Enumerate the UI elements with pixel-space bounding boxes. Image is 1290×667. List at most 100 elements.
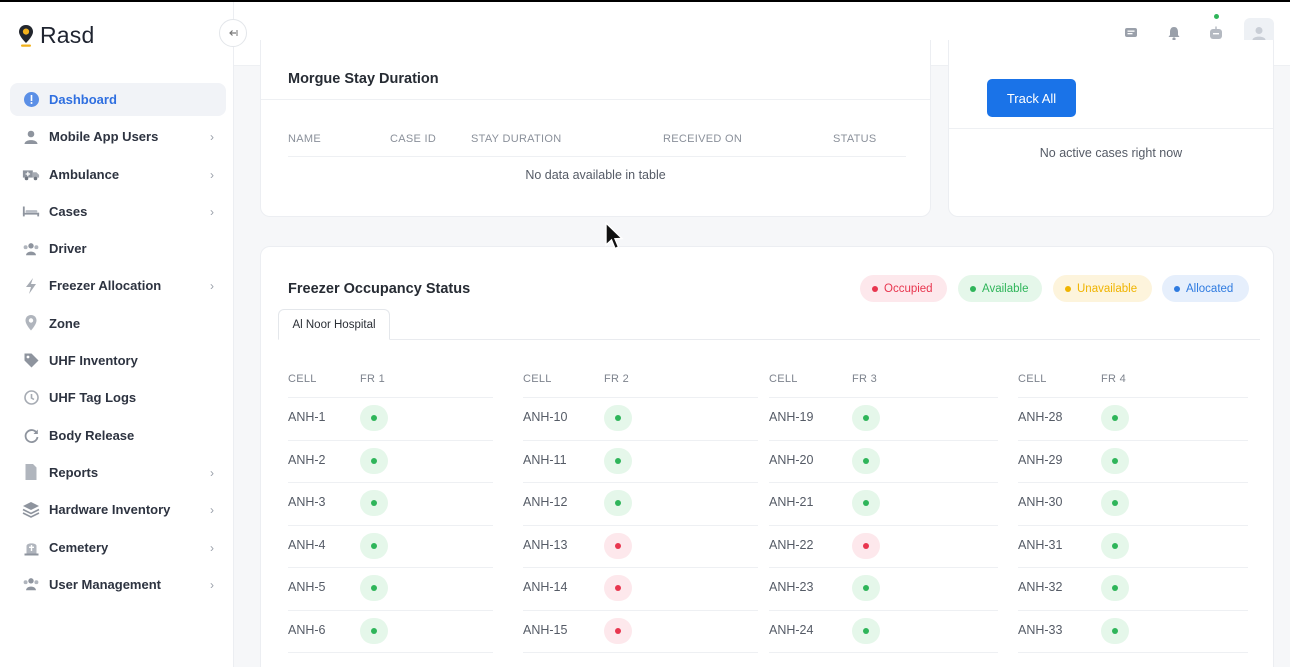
chevron-right-icon: › xyxy=(210,503,214,518)
freezer-status-occupied[interactable] xyxy=(604,532,632,559)
freezer-status-available[interactable] xyxy=(604,447,632,474)
freezer-status-available[interactable] xyxy=(360,575,388,601)
table-header-divider xyxy=(288,156,906,157)
freezer-status-available[interactable] xyxy=(852,490,880,516)
status-dot-icon xyxy=(1112,585,1118,591)
freezer-cell-id: ANH-19 xyxy=(769,410,814,424)
freezer-cell-id: ANH-1 xyxy=(288,410,326,424)
row-divider xyxy=(523,524,758,526)
freezer-status-occupied[interactable] xyxy=(604,575,632,601)
column-header-status[interactable]: STATUS xyxy=(833,133,877,145)
driver-icon xyxy=(22,240,40,258)
bell-icon[interactable] xyxy=(1165,24,1183,42)
sidebar-item-label: Ambulance xyxy=(49,166,120,182)
legend-label: Available xyxy=(982,282,1029,295)
sidebar-item-driver[interactable]: Driver xyxy=(10,232,226,265)
sidebar-item-body-release[interactable]: Body Release xyxy=(10,419,226,452)
sidebar-item-uhf-tag-logs[interactable]: UHF Tag Logs xyxy=(10,381,226,414)
mouse-cursor-icon xyxy=(605,221,624,250)
robot-icon[interactable] xyxy=(1207,24,1225,42)
status-dot-icon xyxy=(371,415,377,421)
legend-unavailable: Unavailable xyxy=(1053,275,1152,302)
status-dot-icon xyxy=(1112,415,1118,421)
freezer-status-available[interactable] xyxy=(852,575,880,601)
status-dot-icon xyxy=(615,627,621,634)
sidebar-item-hardware-inventory[interactable]: Hardware Inventory › xyxy=(10,493,226,526)
sidebar-item-mobile-app-users[interactable]: Mobile App Users › xyxy=(10,120,226,153)
sidebar-item-freezer-allocation[interactable]: Freezer Allocation › xyxy=(10,269,226,302)
sidebar-item-cases[interactable]: Cases › xyxy=(10,195,226,228)
legend-allocated: Allocated xyxy=(1162,275,1249,302)
tab-al-noor-hospital[interactable]: Al Noor Hospital xyxy=(278,309,390,340)
column-header-case-id[interactable]: CASE ID xyxy=(390,133,437,145)
freezer-status-available[interactable] xyxy=(1101,575,1129,601)
morgue-stay-duration-card: Morgue Stay Duration NAME CASE ID STAY D… xyxy=(260,40,931,217)
sidebar-item-reports[interactable]: Reports › xyxy=(10,456,226,489)
column-header-received-on[interactable]: RECEIVED ON xyxy=(663,133,743,145)
sidebar-item-zone[interactable]: Zone xyxy=(10,307,226,340)
freezer-status-available[interactable] xyxy=(360,532,388,559)
sidebar-item-user-management[interactable]: User Management › xyxy=(10,568,226,601)
sidebar-item-dashboard[interactable]: Dashboard xyxy=(10,83,226,116)
freezer-status-available[interactable] xyxy=(852,447,880,474)
chevron-right-icon: › xyxy=(210,465,214,480)
sidebar-item-label: Freezer Allocation xyxy=(49,278,162,294)
sidebar-nav: Dashboard Mobile App Users › Ambulance › Case… xyxy=(10,83,226,605)
freezer-status-available[interactable] xyxy=(360,405,388,431)
freezer-status-occupied[interactable] xyxy=(604,617,632,644)
freezer-status-available[interactable] xyxy=(604,405,632,431)
status-dot-icon xyxy=(615,457,621,464)
location-pin-icon xyxy=(19,24,33,47)
freezer-status-available[interactable] xyxy=(1101,490,1129,516)
row-divider xyxy=(1018,652,1248,653)
status-dot-icon xyxy=(970,285,976,292)
card-divider xyxy=(949,128,1273,129)
online-indicator xyxy=(1214,14,1219,19)
users-icon xyxy=(22,575,40,593)
ambulance-icon xyxy=(22,165,40,183)
sidebar-item-cemetery[interactable]: Cemetery › xyxy=(10,531,226,564)
sidebar-item-ambulance[interactable]: Ambulance › xyxy=(10,158,226,191)
row-divider xyxy=(523,482,758,483)
freezer-status-available[interactable] xyxy=(1101,617,1129,644)
status-dot-icon xyxy=(1065,285,1071,292)
row-divider xyxy=(288,397,493,398)
freezer-status-available[interactable] xyxy=(360,617,388,644)
freezer-status-available[interactable] xyxy=(852,617,880,644)
freezer-status-available[interactable] xyxy=(1101,405,1129,431)
row-divider xyxy=(288,609,493,611)
freezer-status-available[interactable] xyxy=(1101,532,1129,559)
history-icon xyxy=(22,389,40,407)
freezer-status-available[interactable] xyxy=(360,490,388,516)
column-header-stay-duration[interactable]: STAY DURATION xyxy=(471,133,562,145)
chevron-right-icon: › xyxy=(210,130,214,145)
chevron-right-icon: › xyxy=(210,540,214,555)
sidebar-item-uhf-inventory[interactable]: UHF Inventory xyxy=(10,344,226,377)
column-header-freezer: FR 3 xyxy=(852,373,878,385)
freezer-status-available[interactable] xyxy=(1101,447,1129,474)
collapse-sidebar-button[interactable] xyxy=(219,19,247,47)
legend-label: Allocated xyxy=(1186,282,1234,295)
row-divider xyxy=(769,439,998,441)
status-dot-icon xyxy=(371,500,377,506)
freezer-cell-id: ANH-33 xyxy=(1018,622,1063,637)
freezer-status-available[interactable] xyxy=(604,490,632,516)
row-divider xyxy=(1018,567,1248,568)
row-divider xyxy=(769,397,998,398)
freezer-status-occupied[interactable] xyxy=(852,532,880,559)
chat-icon[interactable] xyxy=(1122,24,1140,42)
status-dot-icon xyxy=(371,542,377,549)
row-divider xyxy=(523,567,758,568)
track-all-button[interactable]: Track All xyxy=(987,79,1076,117)
freezer-cell-id: ANH-11 xyxy=(523,452,567,467)
avatar-icon xyxy=(1252,27,1266,40)
freezer-status-available[interactable] xyxy=(360,447,388,474)
row-divider xyxy=(523,652,758,653)
row-divider xyxy=(1018,439,1248,441)
freezer-status-available[interactable] xyxy=(852,405,880,431)
row-divider xyxy=(288,652,493,653)
column-header-name[interactable]: NAME xyxy=(288,133,321,145)
logo[interactable]: Rasd xyxy=(18,22,95,49)
row-divider xyxy=(523,397,758,398)
freezer-cell-id: ANH-14 xyxy=(523,580,568,594)
